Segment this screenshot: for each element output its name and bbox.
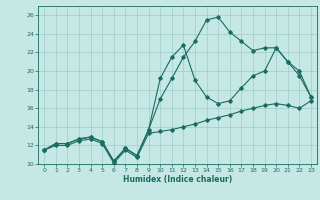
X-axis label: Humidex (Indice chaleur): Humidex (Indice chaleur) — [123, 175, 232, 184]
